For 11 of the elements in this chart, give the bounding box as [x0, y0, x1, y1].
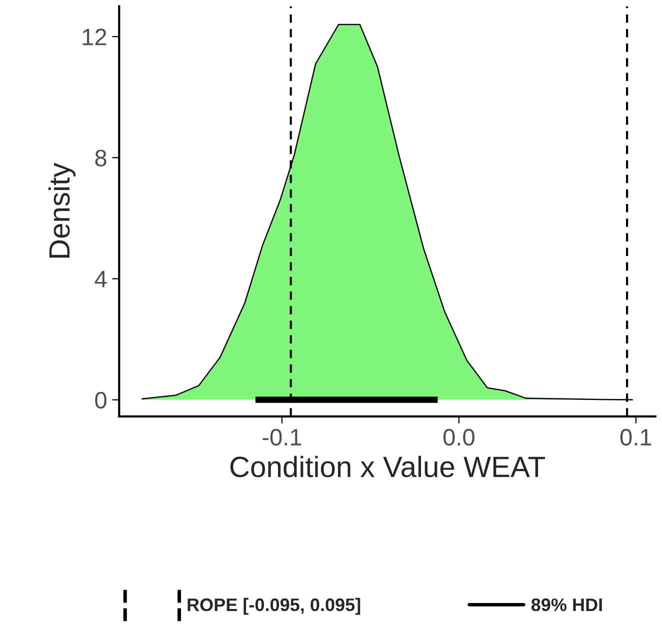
- y-tick-label: 8: [95, 150, 106, 166]
- y-tick-label: 0: [95, 392, 106, 409]
- y-tick-label: 12: [82, 28, 106, 46]
- x-tick-label: 0.1: [620, 428, 652, 446]
- legend-label: ROPE [-0.095, 0.095]: [188, 598, 360, 615]
- y-tick-label: 4: [94, 271, 107, 288]
- y-axis-title: Density: [48, 162, 76, 258]
- x-axis-title: Condition x Value WEAT: [230, 456, 545, 478]
- x-tick-label: -0.1: [262, 428, 302, 446]
- x-tick-label: 0.0: [443, 428, 474, 446]
- legend-label: 89% HDI: [531, 598, 602, 612]
